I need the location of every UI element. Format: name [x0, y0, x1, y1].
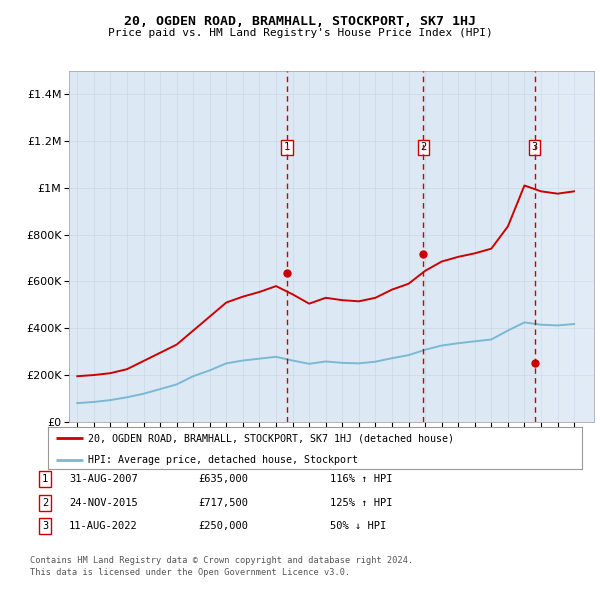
Text: 2: 2 — [42, 498, 48, 507]
Text: 20, OGDEN ROAD, BRAMHALL, STOCKPORT, SK7 1HJ (detached house): 20, OGDEN ROAD, BRAMHALL, STOCKPORT, SK7… — [88, 433, 454, 443]
Point — [282, 268, 292, 278]
Text: 3: 3 — [532, 142, 538, 152]
Text: This data is licensed under the Open Government Licence v3.0.: This data is licensed under the Open Gov… — [30, 568, 350, 577]
Bar — [535, 71, 594, 422]
Point — [419, 249, 428, 258]
Text: 24-NOV-2015: 24-NOV-2015 — [69, 498, 138, 507]
Text: Contains HM Land Registry data © Crown copyright and database right 2024.: Contains HM Land Registry data © Crown c… — [30, 556, 413, 565]
Text: 3: 3 — [42, 522, 48, 531]
Point — [530, 359, 539, 368]
Text: 116% ↑ HPI: 116% ↑ HPI — [330, 474, 392, 484]
Text: Price paid vs. HM Land Registry's House Price Index (HPI): Price paid vs. HM Land Registry's House … — [107, 28, 493, 38]
Text: £717,500: £717,500 — [198, 498, 248, 507]
Text: 50% ↓ HPI: 50% ↓ HPI — [330, 522, 386, 531]
Text: 11-AUG-2022: 11-AUG-2022 — [69, 522, 138, 531]
Text: 20, OGDEN ROAD, BRAMHALL, STOCKPORT, SK7 1HJ: 20, OGDEN ROAD, BRAMHALL, STOCKPORT, SK7… — [124, 15, 476, 28]
Text: 125% ↑ HPI: 125% ↑ HPI — [330, 498, 392, 507]
Text: £635,000: £635,000 — [198, 474, 248, 484]
Text: 1: 1 — [42, 474, 48, 484]
Text: 31-AUG-2007: 31-AUG-2007 — [69, 474, 138, 484]
Text: 2: 2 — [420, 142, 427, 152]
Text: HPI: Average price, detached house, Stockport: HPI: Average price, detached house, Stoc… — [88, 455, 358, 465]
Text: £250,000: £250,000 — [198, 522, 248, 531]
Text: 1: 1 — [284, 142, 290, 152]
